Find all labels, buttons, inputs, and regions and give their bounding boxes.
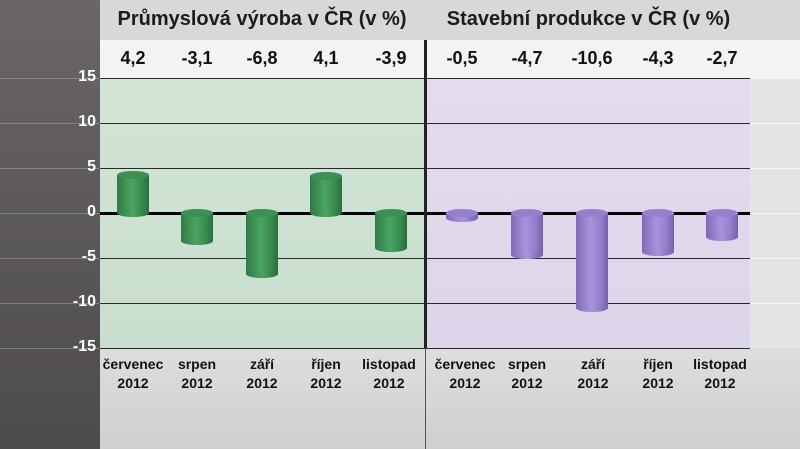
y-tick-label: 15 xyxy=(78,68,96,85)
y-tick-label: -10 xyxy=(72,293,96,310)
gridline xyxy=(750,258,800,259)
gridline xyxy=(750,213,800,214)
bar-construction-cervenec xyxy=(446,209,478,222)
gridline xyxy=(750,303,800,304)
value-label: -4,3 xyxy=(642,48,674,68)
y-tick-line xyxy=(0,303,100,304)
bar-industry-cervenec xyxy=(117,171,149,217)
chart-divider xyxy=(424,40,427,348)
x-label: září 2012 xyxy=(246,356,278,391)
value-label: -3,1 xyxy=(181,48,213,68)
gridline xyxy=(750,168,800,169)
value-label: -0,5 xyxy=(446,48,478,68)
bar-construction-srpen xyxy=(511,209,543,259)
value-label: -6,8 xyxy=(246,48,278,68)
y-tick-label: 0 xyxy=(87,203,96,220)
chart-title-industry: Průmyslová výroba v ČR (v %) xyxy=(117,8,407,30)
value-label: 4,1 xyxy=(313,48,339,68)
bar-industry-listopad xyxy=(375,209,407,252)
y-tick-line xyxy=(0,258,100,259)
bar-industry-srpen xyxy=(181,209,213,245)
bar-construction-rijen xyxy=(642,209,674,256)
value-label: -10,6 xyxy=(571,48,613,68)
bar-construction-listopad xyxy=(706,209,738,241)
x-label: říjen 2012 xyxy=(642,356,674,391)
value-label: 4,2 xyxy=(120,48,146,68)
y-axis-panel xyxy=(0,0,100,449)
x-label: listopad 2012 xyxy=(693,356,747,391)
y-tick-line xyxy=(0,213,100,214)
y-tick-label: 5 xyxy=(87,158,96,175)
x-label: září 2012 xyxy=(577,356,609,391)
bar-construction-zari xyxy=(576,209,608,312)
gridline xyxy=(750,78,800,79)
value-label: -4,7 xyxy=(511,48,543,68)
title-band xyxy=(100,0,800,40)
chart-divider-lower xyxy=(425,348,426,449)
x-label: srpen 2012 xyxy=(177,356,217,391)
x-label: říjen 2012 xyxy=(310,356,342,391)
gridline xyxy=(750,123,800,124)
y-tick-label: -15 xyxy=(72,338,96,355)
values-band xyxy=(100,40,800,78)
y-tick-line xyxy=(0,78,100,79)
x-label: listopad 2012 xyxy=(362,356,416,391)
y-tick-line xyxy=(0,348,100,349)
chart-title-construction: Stavební produkce v ČR (v %) xyxy=(446,8,731,30)
value-label: -2,7 xyxy=(706,48,738,68)
x-label: srpen 2012 xyxy=(507,356,547,391)
x-label: červenec 2012 xyxy=(434,356,496,391)
y-tick-label: 10 xyxy=(78,113,96,130)
bar-industry-rijen xyxy=(310,172,342,217)
value-label: -3,9 xyxy=(375,48,407,68)
y-tick-label: -5 xyxy=(81,248,96,265)
y-tick-line xyxy=(0,123,100,124)
y-tick-line xyxy=(0,168,100,169)
x-label: červenec 2012 xyxy=(102,356,164,391)
bar-industry-zari xyxy=(246,209,278,278)
